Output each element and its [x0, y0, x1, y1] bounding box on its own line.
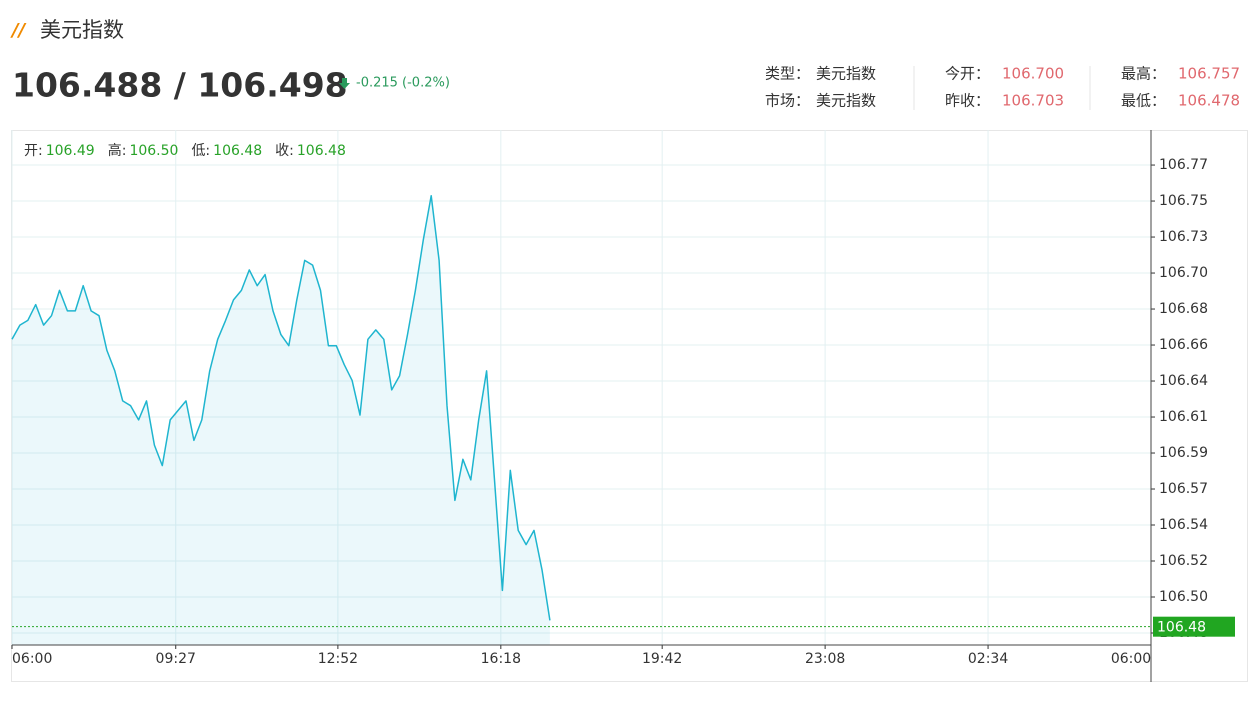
x-tick-label: 19:42	[642, 651, 682, 667]
y-tick-label: 106.61	[1159, 409, 1208, 425]
info-label: 昨收：	[945, 92, 990, 110]
ohlc-label: 高:	[108, 142, 127, 159]
info-label: 今开：	[945, 65, 990, 83]
y-tick-label: 106.68	[1159, 301, 1208, 317]
info-value: 美元指数	[816, 92, 876, 110]
x-tick-label: 16:18	[481, 651, 521, 667]
info-label: 最高：	[1121, 65, 1166, 83]
x-tick-label: 02:34	[968, 651, 1008, 667]
info-label: 类型：	[765, 65, 810, 83]
page-title: 美元指数	[40, 18, 124, 42]
info-value: 106.757	[1178, 65, 1240, 83]
y-tick-label: 106.54	[1159, 517, 1208, 533]
area	[12, 195, 550, 645]
y-tick-label: 106.66	[1159, 337, 1208, 353]
y-tick-label: 106.77	[1159, 157, 1208, 173]
y-tick-label: 106.52	[1159, 553, 1208, 569]
x-tick-label: 06:00	[1111, 651, 1151, 667]
x-tick-label: 23:08	[805, 651, 845, 667]
price-line	[11, 194, 551, 621]
y-tick-label: 106.73	[1159, 229, 1208, 245]
down-arrow	[339, 78, 350, 89]
x-tick-label: 09:27	[156, 651, 196, 667]
ohlc-value: 106.50	[129, 143, 178, 159]
ohlc-value: 106.48	[297, 143, 346, 159]
y-tick-label: 106.70	[1159, 265, 1208, 281]
y-tick-label: 106.50	[1159, 589, 1208, 605]
y-tick-label: 106.64	[1159, 373, 1208, 389]
ohlc-value: 106.49	[46, 143, 95, 159]
x-tick-label: 12:52	[318, 651, 358, 667]
current-price-label: 106.48	[1157, 620, 1206, 636]
info-value: 106.478	[1178, 92, 1240, 110]
ohlc-label: 开:	[24, 143, 43, 159]
y-tick-label: 106.59	[1159, 445, 1208, 461]
x-tick-label: 06:00	[12, 651, 52, 667]
info-value: 106.700	[1002, 65, 1064, 83]
ohlc-value: 106.48	[213, 143, 262, 159]
y-tick-label: 106.57	[1159, 481, 1208, 497]
current-price-box	[1153, 616, 1235, 637]
info-value: 美元指数	[816, 65, 876, 83]
y-tick-label: 106.75	[1159, 193, 1208, 209]
info-label: 最低：	[1121, 92, 1166, 110]
ohlc-label: 低:	[191, 143, 210, 159]
ohlc-label: 收:	[275, 143, 294, 159]
info-value: 106.703	[1002, 92, 1064, 110]
bid-ask: 106.488 / 106.498	[12, 66, 348, 105]
logo-icon: //	[10, 20, 27, 41]
change: -0.215 (-0.2%)	[356, 76, 450, 91]
info-label: 市场：	[765, 92, 810, 110]
